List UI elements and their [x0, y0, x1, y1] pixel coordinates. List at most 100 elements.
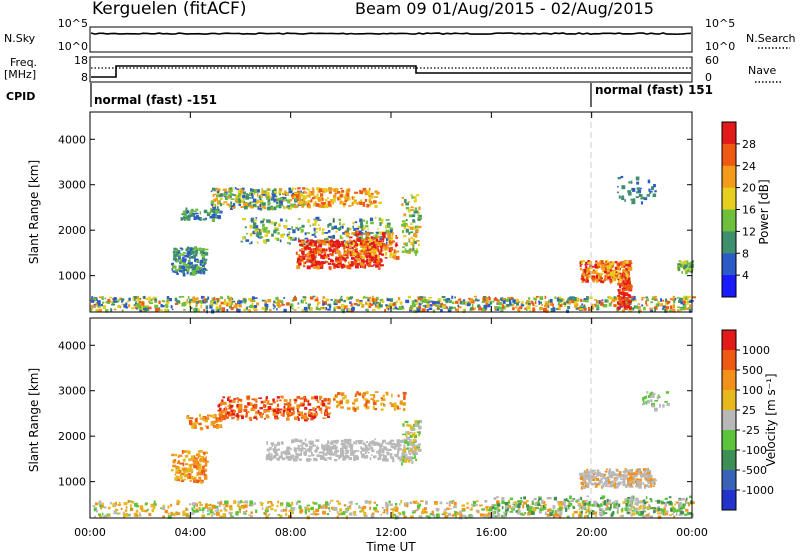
- velocity-echo-cell: [313, 457, 316, 461]
- power-echo-cell: [530, 300, 533, 304]
- power-echo-cell: [582, 300, 586, 302]
- power-echo-cell: [316, 245, 319, 249]
- power-echo-cell: [498, 302, 503, 306]
- power-echo-cell: [381, 220, 384, 224]
- power-echo-cell: [251, 194, 254, 199]
- velocity-echo-cell: [511, 503, 515, 505]
- velocity-echo-cell: [591, 503, 596, 507]
- velocity-echo-cell: [609, 483, 613, 485]
- velocity-echo-cell: [336, 510, 339, 514]
- power-echo-cell: [341, 201, 345, 204]
- velocity-echo-cell: [279, 514, 283, 518]
- velocity-echo-cell: [451, 500, 455, 502]
- velocity-echo-cell: [626, 469, 630, 473]
- power-echo-cell: [414, 240, 417, 245]
- power-echo-cell: [678, 267, 680, 271]
- power-echo-cell: [377, 235, 381, 239]
- power-echo-cell: [171, 263, 173, 266]
- power-echo-cell: [193, 251, 197, 253]
- velocity-echo-cell: [443, 512, 448, 514]
- power-echo-cell: [618, 297, 622, 301]
- velocity-echo-cell: [269, 403, 273, 406]
- power-echo-cell: [622, 286, 627, 290]
- velocity-echo-cell: [130, 508, 132, 510]
- power-echo-cell: [174, 257, 178, 260]
- velocity-echo-cell: [393, 407, 397, 411]
- power-echo-cell: [315, 216, 319, 220]
- velocity-echo-cell: [601, 485, 605, 488]
- velocity-echo-cell: [193, 425, 197, 429]
- power-colorbar-tick-label: 4: [742, 269, 749, 282]
- power-echo-cell: [92, 297, 97, 302]
- power-echo-cell: [493, 298, 498, 301]
- velocity-echo-cell: [369, 441, 373, 445]
- power-echo-cell: [353, 228, 356, 231]
- velocity-echo-cell: [193, 476, 197, 479]
- velocity-echo-cell: [378, 442, 381, 447]
- velocity-echo-cell: [315, 458, 318, 462]
- velocity-echo-cell: [247, 411, 250, 413]
- velocity-echo-cell: [415, 508, 419, 512]
- power-echo-cell: [370, 232, 374, 234]
- velocity-echo-cell: [231, 412, 236, 416]
- velocity-echo-cell: [189, 503, 192, 506]
- power-echo-cell: [628, 308, 633, 312]
- velocity-echo-cell: [402, 453, 406, 457]
- power-echo-cell: [563, 302, 567, 305]
- power-echo-cell: [141, 305, 144, 308]
- velocity-echo-cell: [265, 396, 268, 400]
- power-echo-cell: [179, 261, 182, 265]
- power-echo-cell: [347, 309, 351, 312]
- velocity-echo-cell: [413, 432, 416, 436]
- velocity-echo-cell: [593, 511, 597, 515]
- power-echo-cell: [340, 187, 343, 190]
- velocity-echo-cell: [92, 505, 96, 508]
- power-echo-cell: [506, 303, 510, 307]
- power-echo-cell: [360, 256, 362, 258]
- velocity-echo-cell: [315, 447, 320, 450]
- velocity-echo-cell: [594, 505, 598, 507]
- velocity-echo-cell: [322, 504, 325, 507]
- power-echo-cell: [627, 190, 631, 193]
- velocity-echo-cell: [260, 414, 263, 419]
- power-echo-cell: [336, 190, 341, 194]
- velocity-echo-cell: [488, 508, 492, 512]
- velocity-echo-cell: [410, 457, 413, 461]
- power-echo-cell: [310, 243, 315, 247]
- power-echo-cell: [645, 298, 649, 302]
- power-echo-cell: [615, 298, 617, 301]
- power-echo-cell: [427, 299, 430, 302]
- power-echo-cell: [411, 227, 416, 231]
- power-echo-cell: [330, 239, 334, 243]
- velocity-echo-cell: [365, 406, 370, 410]
- velocity-echo-cell: [195, 479, 199, 484]
- velocity-echo-cell: [278, 410, 282, 413]
- power-echo-cell: [298, 239, 302, 243]
- velocity-echo-cell: [199, 478, 202, 481]
- velocity-echo-cell: [287, 457, 292, 461]
- power-echo-cell: [441, 296, 446, 299]
- power-echo-cell: [591, 275, 595, 279]
- velocity-echo-cell: [373, 455, 376, 459]
- power-echo-cell: [345, 264, 347, 268]
- velocity-echo-cell: [567, 506, 570, 510]
- power-echo-cell: [216, 298, 220, 300]
- power-echo-cell: [333, 218, 335, 223]
- freq-tick-bottom: 8: [81, 71, 88, 84]
- power-echo-cell: [361, 219, 365, 222]
- power-echo-cell: [374, 216, 377, 219]
- power-echo-cell: [405, 202, 409, 206]
- velocity-echo-cell: [323, 449, 325, 452]
- power-echo-cell: [95, 298, 98, 301]
- velocity-echo-cell: [174, 473, 177, 476]
- velocity-echo-cell: [191, 455, 195, 460]
- velocity-echo-cell: [443, 508, 448, 511]
- power-echo-cell: [172, 257, 176, 261]
- velocity-echo-cell: [213, 512, 216, 516]
- velocity-echo-cell: [229, 505, 233, 509]
- velocity-echo-cell: [326, 513, 330, 516]
- power-echo-cell: [620, 301, 624, 305]
- power-echo-cell: [621, 195, 624, 197]
- velocity-echo-cell: [629, 482, 632, 486]
- power-echo-cell: [594, 263, 597, 267]
